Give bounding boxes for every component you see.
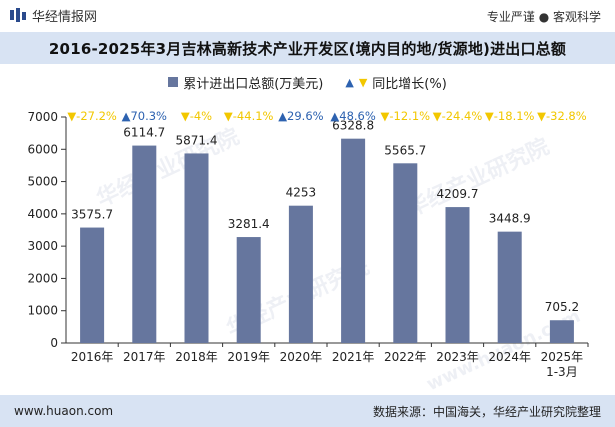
growth-label: ▼-12.1% (381, 109, 431, 123)
bar-value-label: 705.2 (545, 300, 579, 314)
y-tick-label: 3000 (27, 239, 58, 253)
legend-bar-label: 累计进出口总额(万美元) (183, 76, 324, 92)
x-tick-label: 2020年 (280, 350, 323, 364)
legend-bar-swatch (168, 77, 179, 87)
bar (80, 227, 105, 343)
bar-value-label: 3575.7 (71, 208, 113, 222)
bar (393, 163, 418, 343)
bar (288, 205, 313, 343)
growth-value: -32.8% (546, 109, 587, 123)
bar (341, 138, 366, 343)
x-tick-label: 2023年 (436, 350, 479, 364)
growth-value: -18.1% (494, 109, 535, 123)
growth-label: ▼-18.1% (485, 109, 535, 123)
triangle-up-icon: ▲ (122, 109, 131, 123)
growth-label: ▼-32.8% (537, 109, 587, 123)
title-bar: 2016-2025年3月吉林高新技术产业开发区(境内目的地/货源地)进出口总额 (0, 32, 615, 64)
legend-growth: ▲ ▼ 同比增长(%) (345, 73, 446, 92)
legend: 累计进出口总额(万美元) ▲ ▼ 同比增长(%) (0, 71, 615, 93)
triangle-down-icon: ▼ (433, 109, 442, 123)
triangle-down-icon: ▼ (485, 109, 494, 123)
bar-value-label: 3448.9 (489, 212, 531, 226)
x-tick-label: 2022年 (384, 350, 427, 364)
footer-source: 数据来源：中国海关，华经产业研究院整理 (372, 404, 601, 419)
x-tick-label: 2017年 (123, 350, 166, 364)
x-tick-label: 2021年 (332, 350, 375, 364)
x-tick-label: 2018年 (175, 350, 218, 364)
chart-title: 2016-2025年3月吉林高新技术产业开发区(境内目的地/货源地)进出口总额 (48, 39, 567, 58)
growth-label: ▲70.3% (122, 109, 167, 123)
x-tick-label: 2019年 (227, 350, 270, 364)
bar-value-label: 6328.8 (332, 119, 374, 133)
x-tick-label: 2025年 (541, 350, 584, 364)
growth-value: -27.2% (76, 109, 117, 123)
growth-value: -44.1% (233, 109, 274, 123)
triangle-up-icon: ▲ (278, 109, 287, 123)
growth-value: 70.3% (130, 109, 167, 123)
triangle-down-icon: ▼ (181, 109, 190, 123)
growth-label: ▼-27.2% (67, 109, 117, 123)
growth-value: -4% (190, 109, 212, 123)
x-tick-label: 2024年 (488, 350, 531, 364)
y-tick-label: 4000 (27, 207, 58, 221)
bar-value-label: 6114.7 (123, 126, 165, 140)
growth-value: -24.4% (442, 109, 483, 123)
growth-label: ▼-24.4% (433, 109, 483, 123)
bar-value-label: 4209.7 (437, 187, 479, 201)
tagline: 专业严谨 ● 客观科学 (486, 10, 601, 24)
triangle-down-icon: ▼ (537, 109, 546, 123)
growth-value: 48.6% (339, 109, 376, 123)
legend-growth-label: 同比增长(%) (372, 76, 447, 92)
bar (445, 207, 470, 343)
growth-value: 29.6% (287, 109, 324, 123)
y-tick-label: 6000 (27, 142, 58, 156)
y-tick-label: 1000 (27, 304, 58, 318)
brand-name: 华经情报网 (32, 9, 98, 25)
bar (184, 153, 209, 343)
bar (497, 231, 522, 343)
footer-website: www.huaon.com (14, 404, 114, 418)
y-tick-label: 5000 (27, 175, 58, 189)
x-tick-label: 2016年 (71, 350, 114, 364)
brand-logo-icon (10, 8, 26, 22)
triangle-up-icon: ▲ (345, 75, 354, 89)
triangle-up-icon: ▲ (330, 109, 339, 123)
growth-label: ▼-44.1% (224, 109, 274, 123)
growth-label: ▲29.6% (278, 109, 323, 123)
y-tick-label: 0 (50, 336, 58, 350)
bar-value-label: 4253 (286, 186, 317, 200)
triangle-down-icon: ▼ (381, 109, 390, 123)
growth-label: ▼-4% (181, 109, 212, 123)
bar (132, 145, 157, 343)
triangle-down-icon: ▼ (67, 109, 76, 123)
bar-chart: 0 1000 2000 3000 4000 5000 6000 7000 3575.7 2016年… (27, 109, 589, 379)
y-tick-label: 7000 (27, 110, 58, 124)
bar-value-label: 5871.4 (176, 133, 218, 147)
bar (549, 320, 574, 343)
bar (236, 237, 261, 343)
triangle-down-icon: ▼ (358, 75, 368, 89)
triangle-down-icon: ▼ (224, 109, 233, 123)
footer: www.huaon.com 数据来源：中国海关，华经产业研究院整理 (0, 395, 615, 427)
top-bar: 华经情报网 专业严谨 ● 客观科学 (0, 0, 615, 30)
growth-value: -12.1% (389, 109, 430, 123)
growth-label: ▲48.6% (330, 109, 375, 123)
y-tick-label: 2000 (27, 271, 58, 285)
x-tick-label: 1-3月 (546, 365, 578, 379)
bar-value-label: 3281.4 (228, 217, 270, 231)
bar-value-label: 5565.7 (384, 143, 426, 157)
brand: 华经情报网 (10, 6, 98, 25)
legend-bar: 累计进出口总额(万美元) (168, 73, 323, 92)
